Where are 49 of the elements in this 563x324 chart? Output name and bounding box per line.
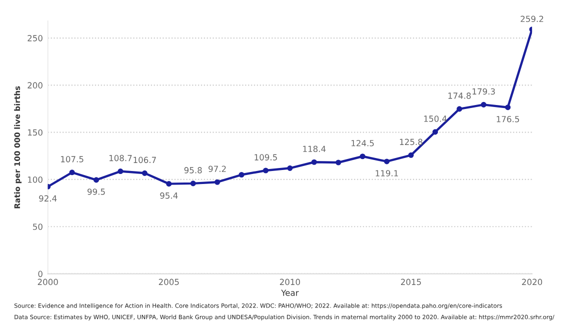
- point: [311, 159, 317, 165]
- x-tick-label: 2010: [280, 278, 300, 286]
- data-label: 107.5: [61, 156, 84, 162]
- point: [408, 152, 414, 158]
- data-label: 97.2: [208, 166, 226, 172]
- data-label: 95.4: [160, 192, 178, 199]
- point: [190, 180, 196, 186]
- point: [238, 172, 244, 178]
- data-label: 124.5: [352, 140, 374, 146]
- x-axis-title: Year: [281, 290, 299, 296]
- x-tick-label: 2015: [400, 278, 421, 286]
- point: [360, 154, 366, 160]
- data-label: 106.7: [134, 156, 156, 164]
- point: [336, 160, 342, 166]
- y-tick-label: 250: [28, 35, 42, 42]
- point: [142, 170, 148, 176]
- x-tick-label: 2005: [158, 278, 179, 286]
- data-label: 92.4: [39, 195, 57, 202]
- data-label: 95.8: [184, 167, 202, 174]
- y-tick-label: 50: [33, 224, 42, 230]
- data-label: 99.5: [88, 188, 105, 195]
- y-tick-label: 0: [38, 270, 42, 278]
- point: [384, 158, 390, 164]
- x-tick-label: 2020: [522, 278, 542, 286]
- y-tick-label: 100: [28, 176, 42, 183]
- y-tick-label: 150: [28, 129, 42, 136]
- y-tick-label: 200: [28, 82, 42, 88]
- point: [69, 170, 75, 176]
- point: [118, 168, 124, 174]
- data-label: 109.5: [254, 154, 277, 160]
- data-label: 176.5: [496, 116, 520, 122]
- data-label: 118.4: [303, 146, 326, 152]
- point: [93, 177, 100, 183]
- data-label: 125.8: [400, 138, 422, 146]
- point: [287, 165, 293, 171]
- data-label: 119.1: [376, 170, 398, 176]
- data-label: 174.8: [448, 92, 471, 99]
- point: [505, 104, 511, 110]
- point: [262, 168, 269, 174]
- data-label: 259.2: [520, 16, 544, 22]
- data-label: 108.7: [109, 154, 132, 162]
- x-tick-label: 2000: [38, 278, 58, 286]
- point: [166, 181, 172, 187]
- data-label: 150.4: [424, 116, 447, 122]
- point: [456, 106, 462, 112]
- point: [214, 179, 220, 185]
- point: [480, 102, 486, 108]
- data-label: 179.3: [472, 88, 495, 95]
- point: [432, 129, 438, 135]
